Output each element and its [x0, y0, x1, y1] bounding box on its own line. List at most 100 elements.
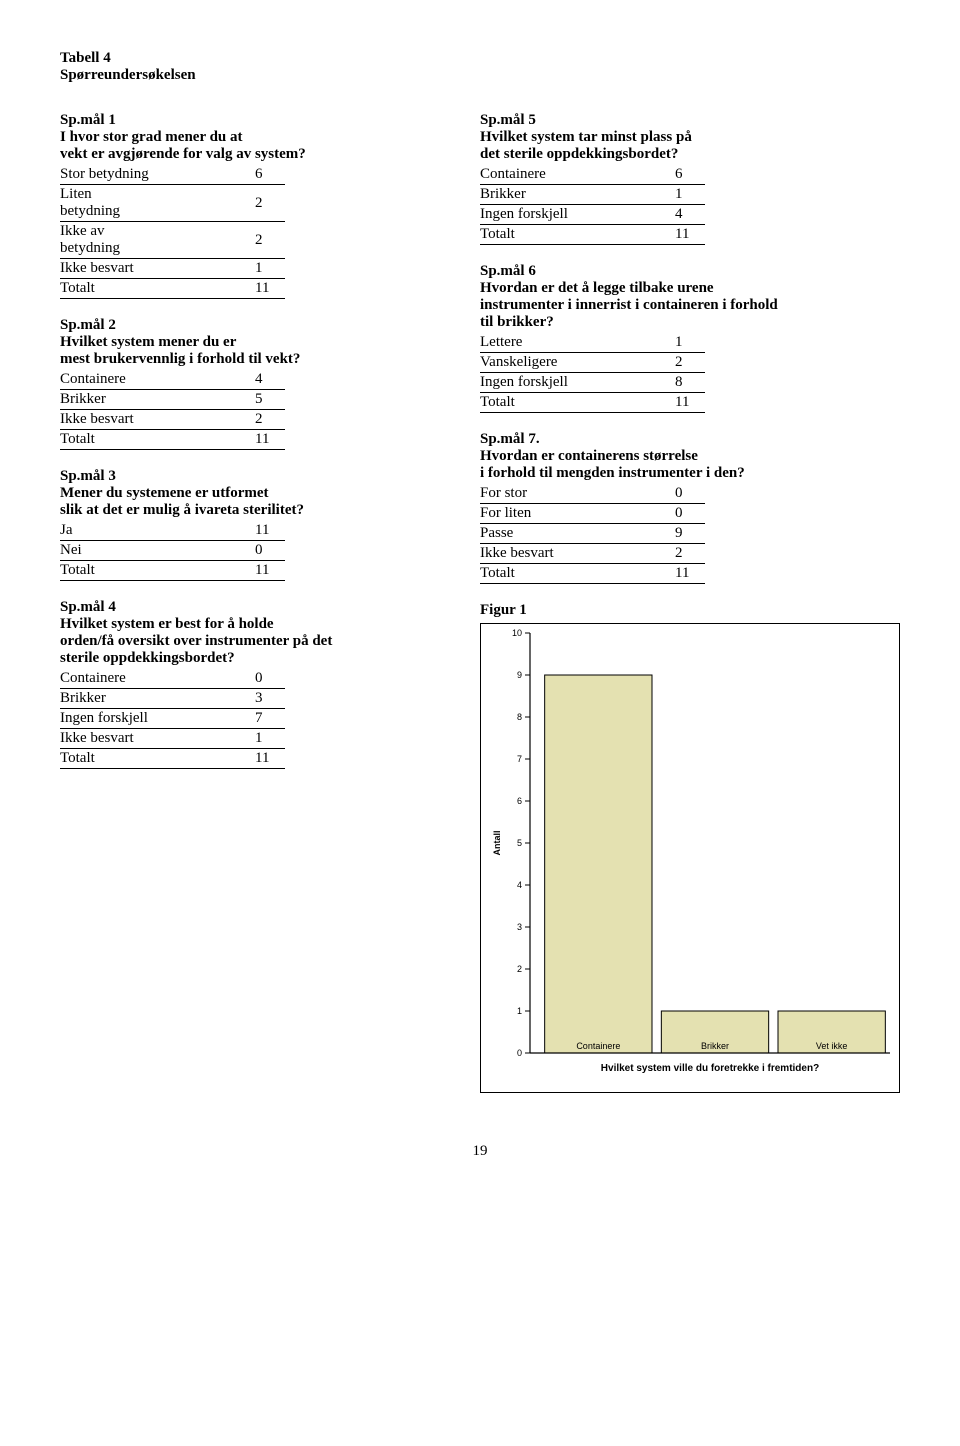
- question-7: Sp.mål 7. Hvordan er containerens større…: [480, 431, 900, 584]
- question-1: Sp.mål 1 I hvor stor grad mener du atvek…: [60, 112, 450, 299]
- row-label: Vanskeligere: [480, 353, 621, 373]
- svg-text:Containere: Containere: [576, 1041, 620, 1051]
- row-value: 2: [201, 185, 285, 222]
- question-5: Sp.mål 5 Hvilket system tar minst plass …: [480, 112, 900, 245]
- q7-table: For stor0For liten0Passe9Ikke besvart2To…: [480, 484, 705, 584]
- svg-text:3: 3: [517, 922, 522, 932]
- q5-heading: Sp.mål 5: [480, 112, 900, 129]
- row-label: Totalt: [480, 564, 621, 584]
- row-label: Totalt: [60, 561, 201, 581]
- table-row: For stor0: [480, 484, 705, 504]
- q5-text: Hvilket system tar minst plass pådet ste…: [480, 129, 900, 163]
- q1-heading: Sp.mål 1: [60, 112, 450, 129]
- row-value: 11: [201, 561, 285, 581]
- table-row: Ikke besvart1: [60, 259, 285, 279]
- table-row: Ikke besvart2: [60, 410, 285, 430]
- row-label: Ingen forskjell: [480, 205, 621, 225]
- row-value: 11: [201, 521, 285, 541]
- row-value: 1: [621, 185, 705, 205]
- row-value: 4: [621, 205, 705, 225]
- row-value: 11: [621, 564, 705, 584]
- row-value: 11: [201, 749, 285, 769]
- row-value: 6: [621, 165, 705, 185]
- table-row: Brikker1: [480, 185, 705, 205]
- svg-text:Hvilket system ville du foretr: Hvilket system ville du foretrekke i fre…: [601, 1063, 819, 1074]
- table-row: Vanskeligere2: [480, 353, 705, 373]
- q4-table: Containere0Brikker3Ingen forskjell7Ikke …: [60, 669, 285, 769]
- table-row: Totalt11: [60, 430, 285, 450]
- svg-text:Vet ikke: Vet ikke: [816, 1041, 848, 1051]
- q2-text: Hvilket system mener du ermest brukerven…: [60, 334, 450, 368]
- table-row: Ja11: [60, 521, 285, 541]
- table-row: For liten0: [480, 504, 705, 524]
- row-value: 11: [621, 225, 705, 245]
- q6-text: Hvordan er det å legge tilbake ureneinst…: [480, 280, 900, 331]
- table-row: Brikker5: [60, 390, 285, 410]
- row-value: 6: [201, 165, 285, 185]
- question-4: Sp.mål 4 Hvilket system er best for å ho…: [60, 599, 450, 769]
- table-row: Totalt11: [60, 749, 285, 769]
- q6-table: Lettere1Vanskeligere2Ingen forskjell8Tot…: [480, 333, 705, 413]
- svg-text:10: 10: [512, 628, 522, 638]
- row-value: 11: [201, 279, 285, 299]
- row-value: 9: [621, 524, 705, 544]
- table-row: Ikke besvart1: [60, 729, 285, 749]
- row-label: Passe: [480, 524, 621, 544]
- row-label: Nei: [60, 541, 201, 561]
- q7-heading: Sp.mål 7.: [480, 431, 900, 448]
- row-value: 7: [201, 709, 285, 729]
- title-line2: Spørreundersøkelsen: [60, 67, 900, 84]
- row-value: 1: [201, 259, 285, 279]
- row-label: Litenbetydning: [60, 185, 201, 222]
- row-value: 8: [621, 373, 705, 393]
- row-label: Containere: [480, 165, 621, 185]
- row-value: 1: [621, 333, 705, 353]
- svg-text:2: 2: [517, 964, 522, 974]
- table-row: Totalt11: [480, 564, 705, 584]
- row-value: 0: [201, 541, 285, 561]
- table-row: Brikker3: [60, 689, 285, 709]
- table-row: Ikke besvart2: [480, 544, 705, 564]
- q2-table: Containere4Brikker5Ikke besvart2Totalt11: [60, 370, 285, 450]
- table-row: Passe9: [480, 524, 705, 544]
- q7-text: Hvordan er containerens størrelsei forho…: [480, 448, 900, 482]
- q3-table: Ja11Nei0Totalt11: [60, 521, 285, 581]
- row-label: For stor: [480, 484, 621, 504]
- row-label: Totalt: [60, 749, 201, 769]
- row-value: 0: [201, 669, 285, 689]
- row-label: Ikke besvart: [480, 544, 621, 564]
- row-value: 0: [621, 484, 705, 504]
- q2-heading: Sp.mål 2: [60, 317, 450, 334]
- q5-table: Containere6Brikker1Ingen forskjell4Total…: [480, 165, 705, 245]
- row-value: 3: [201, 689, 285, 709]
- question-3: Sp.mål 3 Mener du systemene er utformets…: [60, 468, 450, 581]
- row-value: 4: [201, 370, 285, 390]
- row-label: Brikker: [480, 185, 621, 205]
- svg-text:0: 0: [517, 1048, 522, 1058]
- left-column: Sp.mål 1 I hvor stor grad mener du atvek…: [60, 112, 450, 1093]
- table-row: Ikke avbetydning2: [60, 222, 285, 259]
- svg-text:8: 8: [517, 712, 522, 722]
- row-label: Lettere: [480, 333, 621, 353]
- svg-text:1: 1: [517, 1006, 522, 1016]
- q3-text: Mener du systemene er utformetslik at de…: [60, 485, 450, 519]
- q4-heading: Sp.mål 4: [60, 599, 450, 616]
- row-label: Ikke besvart: [60, 259, 201, 279]
- row-label: For liten: [480, 504, 621, 524]
- row-label: Ingen forskjell: [60, 709, 201, 729]
- row-label: Ikke avbetydning: [60, 222, 201, 259]
- row-label: Containere: [60, 370, 201, 390]
- table-row: Totalt11: [60, 561, 285, 581]
- row-label: Totalt: [60, 430, 201, 450]
- q4-text: Hvilket system er best for å holdeorden/…: [60, 616, 450, 667]
- svg-text:9: 9: [517, 670, 522, 680]
- row-label: Totalt: [480, 393, 621, 413]
- row-value: 2: [621, 353, 705, 373]
- row-value: 1: [201, 729, 285, 749]
- row-label: Ingen forskjell: [480, 373, 621, 393]
- table-row: Nei0: [60, 541, 285, 561]
- q1-table: Stor betydning6Litenbetydning2Ikke avbet…: [60, 165, 285, 299]
- figure-1-chart: 012345678910AntallContainereBrikkerVet i…: [480, 623, 900, 1093]
- table-row: Ingen forskjell7: [60, 709, 285, 729]
- table-row: Totalt11: [60, 279, 285, 299]
